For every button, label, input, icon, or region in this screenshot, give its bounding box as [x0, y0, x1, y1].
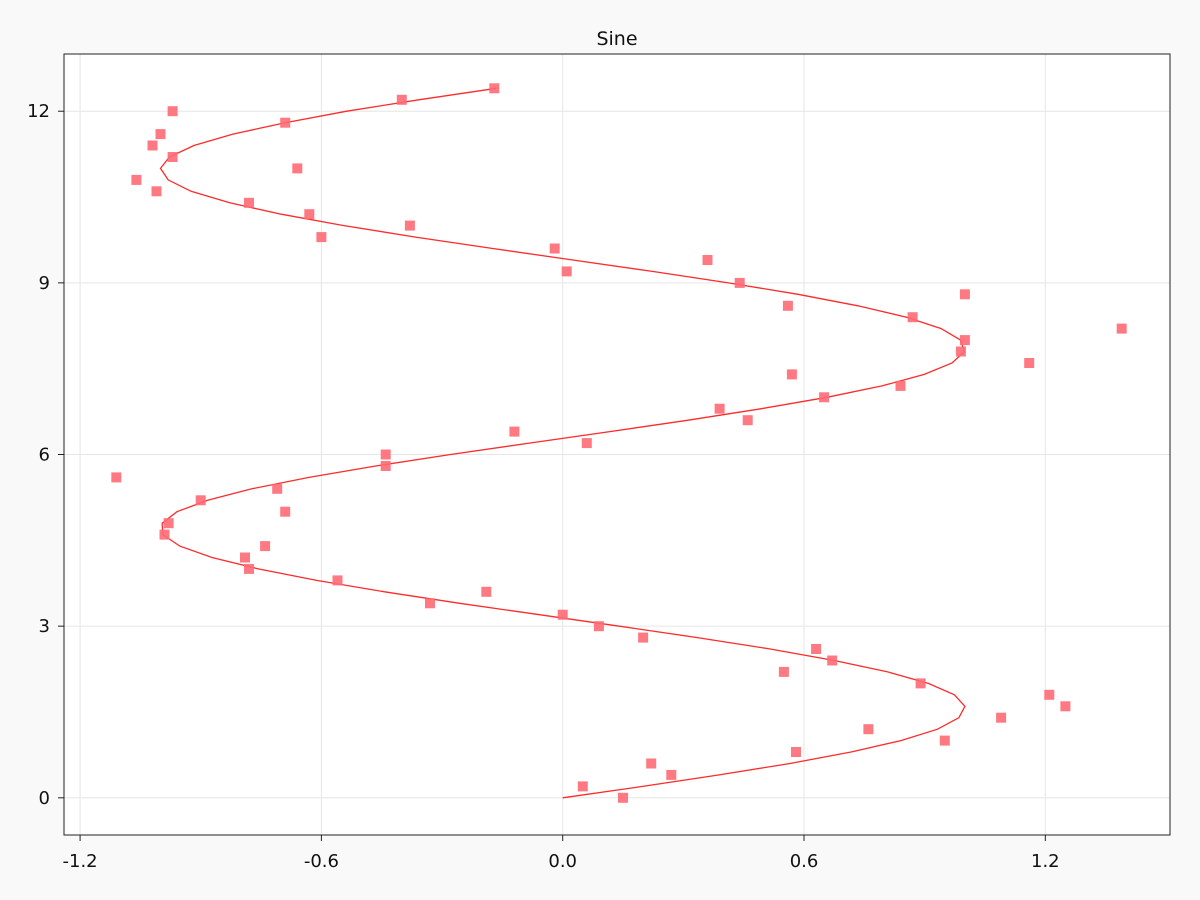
scatter-point — [638, 632, 649, 643]
scatter-point — [702, 255, 713, 265]
y-tick-label: 3 — [39, 616, 50, 637]
y-tick-label: 12 — [27, 101, 50, 122]
x-tick-label: -1.2 — [63, 851, 98, 872]
scatter-point — [244, 197, 254, 208]
scatter-point — [1060, 701, 1071, 712]
grid-lines — [64, 54, 1170, 835]
scatter-point — [272, 483, 283, 494]
plot-frame — [63, 53, 1171, 836]
scatter-point — [577, 781, 588, 792]
scatter-point — [151, 186, 162, 197]
scatter-point — [131, 174, 142, 185]
scatter-point — [618, 792, 628, 803]
scatter-point — [280, 506, 291, 517]
scatter-point — [714, 403, 725, 414]
scatter-point — [1044, 689, 1055, 700]
scatter-point — [811, 644, 822, 654]
scatter-point — [489, 83, 500, 94]
scatter-point — [195, 495, 206, 506]
scatter-point — [481, 586, 492, 597]
scatter-point — [734, 277, 745, 288]
scatter-point — [955, 346, 966, 357]
scatter-point — [1116, 323, 1127, 334]
y-tick-label: 6 — [39, 445, 50, 466]
y-tick-label: 9 — [39, 273, 50, 294]
scatter-point — [147, 140, 158, 151]
x-tick-label: 0.0 — [548, 851, 577, 872]
scatter-point — [380, 461, 391, 471]
scatter-point — [304, 209, 315, 220]
scatter-point — [646, 758, 657, 769]
scatter-point — [549, 243, 560, 254]
scatter-point — [425, 598, 435, 609]
scatter-point — [557, 609, 568, 620]
scatter-point — [260, 541, 271, 552]
scatter-point — [959, 335, 970, 346]
scatter-point — [155, 129, 166, 140]
scatter-point — [244, 563, 254, 574]
scatter-point — [782, 300, 793, 311]
scatter-point — [863, 724, 874, 735]
scatter-point — [819, 392, 830, 403]
scatter-point — [167, 152, 178, 162]
x-tick-label: -0.6 — [304, 851, 339, 872]
scatter-point — [280, 117, 291, 128]
scatter-point — [778, 666, 789, 677]
scatter-point — [332, 575, 343, 586]
scatter-point — [581, 438, 592, 449]
scatter-point — [380, 449, 391, 460]
x-tick-label: 0.6 — [790, 851, 819, 872]
scatter-point — [915, 678, 926, 689]
scatter-point — [163, 518, 174, 529]
y-tick-label: 0 — [39, 788, 50, 809]
scatter-point — [404, 220, 415, 231]
scatter-point — [159, 529, 170, 540]
scatter-point — [240, 552, 250, 563]
scatter-point — [996, 712, 1007, 723]
scatter-point — [292, 163, 303, 174]
scatter-point — [907, 312, 918, 323]
scatter-point — [666, 769, 677, 780]
scatter-point — [1024, 358, 1035, 368]
scatter-point — [742, 415, 753, 426]
scatter-point — [791, 747, 801, 757]
chart-title: Sine — [596, 28, 637, 50]
scatter-point — [396, 94, 407, 105]
scatter-point — [561, 266, 572, 277]
x-tick-label: 1.2 — [1031, 851, 1060, 872]
scatter-point — [895, 380, 906, 391]
scatter-point — [959, 289, 970, 300]
scatter-point — [827, 655, 838, 666]
axis-ticks — [58, 53, 1171, 841]
plot-area — [63, 53, 1171, 836]
scatter-point — [316, 232, 327, 243]
tick-labels: -1.2 -0.6 0.0 0.6 1.2 0 3 6 9 12 — [27, 101, 1060, 872]
scatter-point — [111, 472, 122, 483]
scatter-point — [786, 369, 797, 380]
scatter-point — [167, 106, 178, 117]
scatter-point — [593, 621, 604, 632]
scatter-point — [939, 735, 950, 746]
scatter-marker-series — [111, 83, 1127, 803]
scatter-point — [509, 426, 520, 437]
